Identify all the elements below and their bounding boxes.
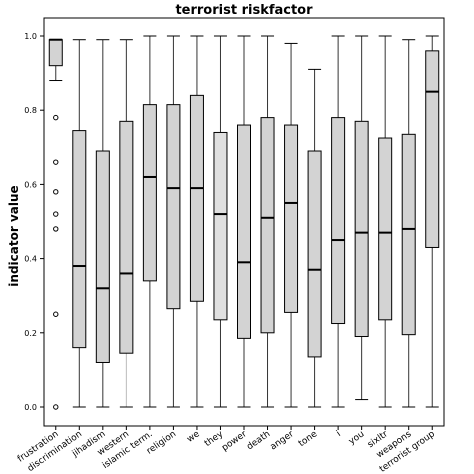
box-6	[166, 35, 181, 408]
box-12	[307, 68, 322, 408]
iqr-box	[213, 131, 228, 321]
box-5	[142, 35, 157, 408]
iqr-box	[119, 120, 134, 354]
iqr-box	[142, 104, 157, 282]
outlier-point	[53, 404, 59, 410]
iqr-box	[260, 117, 275, 334]
y-tick-label: 1.0	[24, 32, 37, 41]
x-tick-label: anger	[269, 429, 296, 452]
iqr-box	[48, 39, 63, 67]
boxes-group	[48, 35, 440, 410]
outlier-point	[53, 226, 59, 232]
x-tick-label: tone	[297, 429, 320, 449]
iqr-box	[95, 150, 110, 363]
chart-title: terrorist riskfactor	[175, 3, 313, 18]
box-9	[237, 35, 251, 408]
iqr-box	[425, 50, 440, 248]
iqr-box	[354, 120, 369, 338]
iqr-box	[189, 94, 204, 302]
box-14	[354, 35, 369, 401]
iqr-box	[401, 133, 416, 336]
x-tick-label: death	[245, 429, 272, 452]
y-tick-label: 0.2	[24, 329, 37, 338]
box-2	[72, 39, 87, 408]
y-tick-label: 0.4	[24, 255, 37, 264]
box-15	[378, 35, 393, 408]
iqr-box	[72, 130, 87, 349]
iqr-box	[284, 124, 299, 313]
outlier-point	[53, 159, 59, 165]
iqr-box	[378, 137, 393, 321]
box-10	[260, 35, 275, 408]
x-axis: frustrationdiscriminationjihadismwestern…	[16, 426, 437, 474]
x-tick-label: i	[335, 429, 343, 439]
y-tick-label: 0.0	[24, 403, 37, 412]
box-1	[48, 38, 63, 410]
x-tick-label: you	[347, 429, 366, 447]
iqr-box	[237, 124, 251, 339]
outlier-point	[53, 211, 59, 217]
iqr-box	[331, 117, 346, 325]
y-axis: 0.0 0.2 0.4 0.6 0.8 1.0	[24, 32, 44, 412]
box-3	[95, 39, 110, 408]
box-4	[119, 39, 134, 408]
outlier-point	[53, 114, 59, 121]
y-axis-label: indicator value	[7, 185, 21, 286]
iqr-box	[166, 104, 181, 310]
iqr-box	[307, 150, 322, 358]
box-16	[401, 39, 416, 408]
box-11	[284, 42, 299, 408]
outlier-point	[53, 189, 59, 195]
box-8	[213, 35, 228, 408]
y-tick-label: 0.8	[24, 106, 37, 115]
y-tick-label: 0.6	[24, 180, 37, 189]
box-17	[425, 35, 440, 408]
x-tick-label: power	[220, 429, 249, 453]
x-tick-label: we	[185, 429, 202, 445]
box-7	[189, 35, 204, 408]
box-13	[331, 35, 346, 408]
outlier-point	[53, 311, 59, 317]
